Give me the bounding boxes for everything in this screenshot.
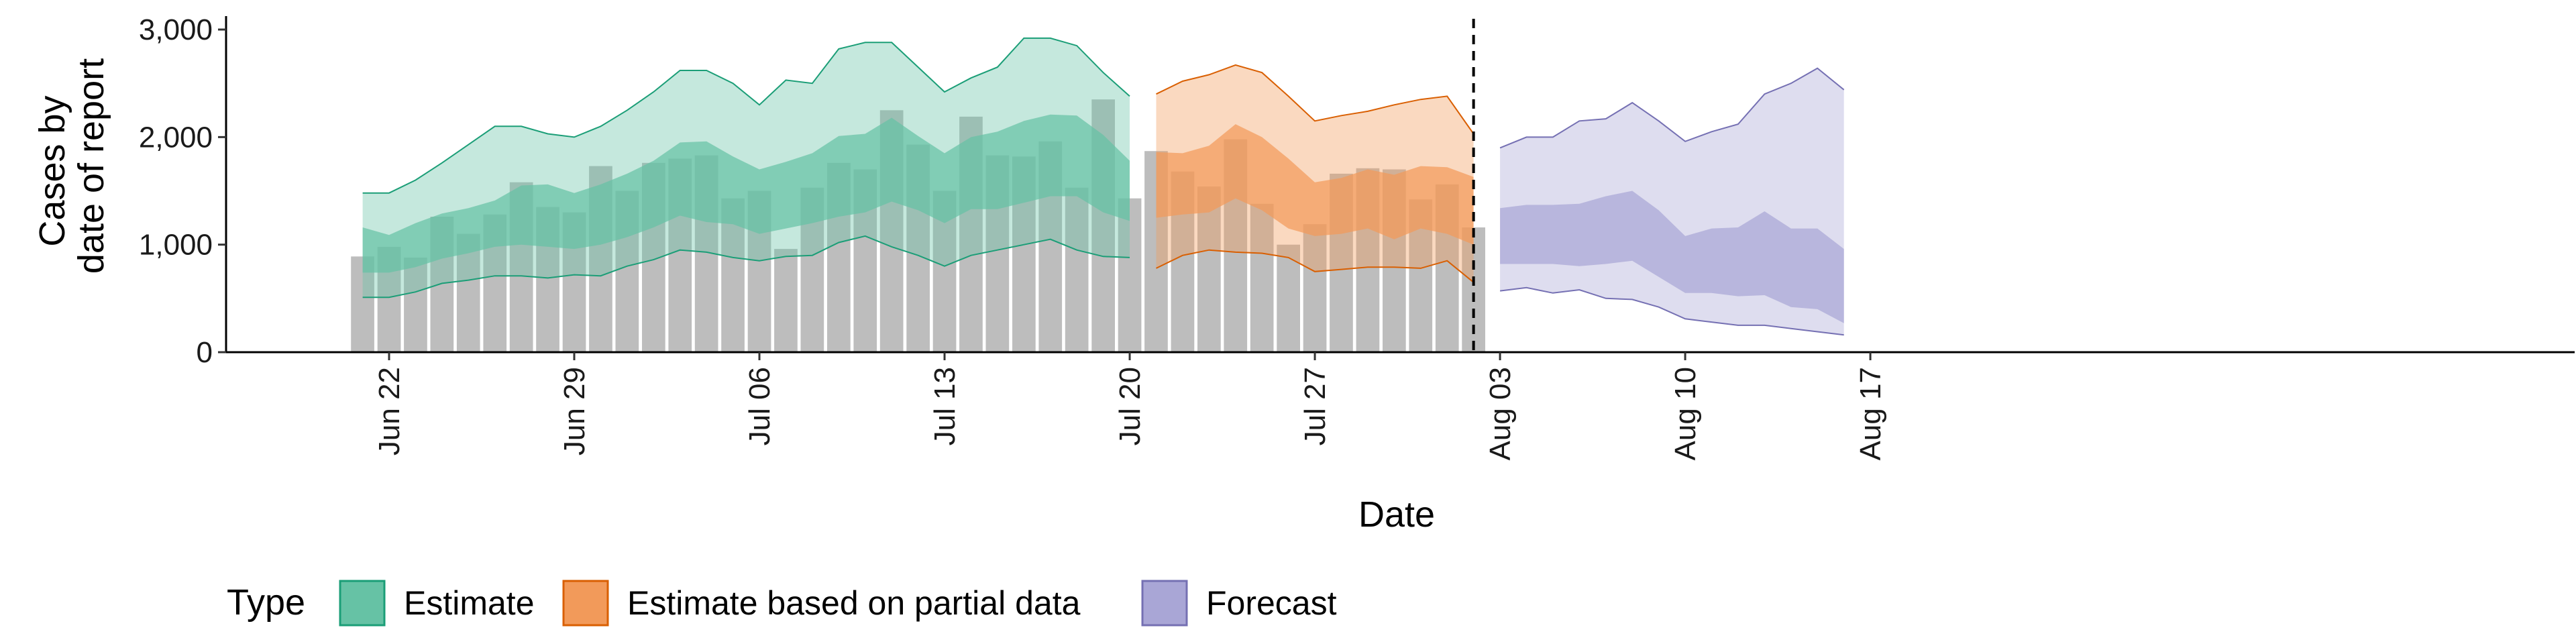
legend-label-1: Estimate based on partial data bbox=[627, 584, 1081, 622]
series-2-outer-lower-line bbox=[1499, 286, 1844, 336]
x-tick-label-6: Aug 03 bbox=[1484, 367, 1517, 460]
y-tick-label-0: 0 bbox=[197, 336, 213, 369]
y-tick-label-1: 1,000 bbox=[139, 229, 213, 262]
series-0-outer-lower-line bbox=[362, 235, 1130, 299]
y-tick-label-2: 2,000 bbox=[139, 121, 213, 154]
legend-label-2: Forecast bbox=[1206, 584, 1337, 622]
series-2-outer-upper-line bbox=[1499, 67, 1845, 149]
y-tick-label-3: 3,000 bbox=[139, 13, 213, 46]
y-axis-title-line-1: Cases by bbox=[32, 95, 72, 246]
y-axis-title: Cases by date of report bbox=[32, 58, 111, 274]
legend-title: Type bbox=[227, 582, 305, 623]
y-axis-title-line-2: date of report bbox=[71, 58, 111, 274]
series-0-inner-band bbox=[362, 114, 1130, 273]
series-0-outer-upper-line bbox=[362, 37, 1130, 194]
bar-29 bbox=[1118, 198, 1142, 352]
x-tick-label-4: Jul 20 bbox=[1114, 367, 1146, 445]
legend-key-0 bbox=[339, 580, 386, 627]
x-tick-label-2: Jul 06 bbox=[743, 367, 776, 445]
bar-16 bbox=[774, 249, 798, 352]
x-axis-title: Date bbox=[1358, 494, 1435, 535]
bar-32 bbox=[1197, 186, 1221, 352]
bar-2 bbox=[404, 257, 427, 352]
series-2-inner-band bbox=[1500, 191, 1844, 323]
x-tick-label-3: Jul 13 bbox=[928, 367, 961, 445]
x-tick-label-1: Jun 29 bbox=[558, 367, 591, 455]
plot-area bbox=[351, 19, 1845, 353]
bar-27 bbox=[1065, 187, 1089, 352]
bar-34 bbox=[1250, 203, 1274, 352]
legend: Type Estimate Estimate based on partial d… bbox=[227, 580, 1337, 627]
x-tick-label-7: Aug 10 bbox=[1669, 367, 1702, 460]
legend-label-0: Estimate bbox=[404, 584, 535, 622]
series-1-inner-band bbox=[1156, 124, 1474, 245]
x-tick-label-8: Aug 17 bbox=[1854, 367, 1887, 460]
series-1-outer-upper-line bbox=[1156, 64, 1474, 135]
bar-36 bbox=[1303, 224, 1327, 352]
x-tick-label-0: Jun 22 bbox=[373, 367, 406, 455]
axes: 0 1,000 2,000 3,000 Jun 22 Jun 29 Jul 06 Jul 13… bbox=[139, 13, 2575, 460]
legend-key-2 bbox=[1141, 580, 1188, 627]
legend-key-1 bbox=[562, 580, 609, 627]
bar-35 bbox=[1277, 244, 1300, 352]
x-tick-label-5: Jul 27 bbox=[1299, 367, 1332, 445]
series-1-outer-lower-line bbox=[1156, 249, 1474, 283]
